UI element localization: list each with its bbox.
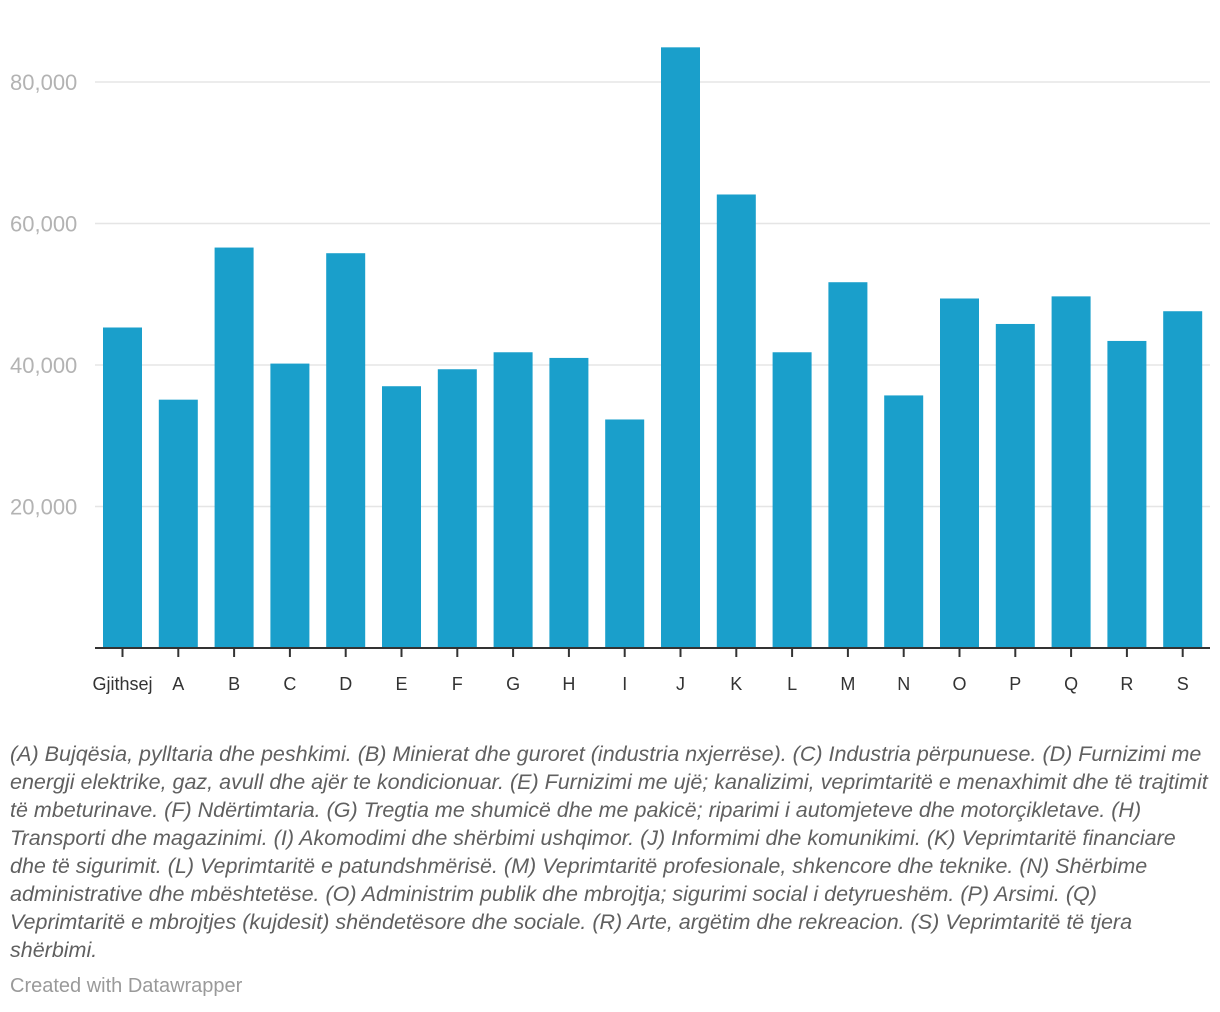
bar-i bbox=[605, 419, 645, 648]
x-tick-label: L bbox=[787, 674, 797, 694]
bar-f bbox=[437, 369, 477, 648]
credit-line: Created with Datawrapper bbox=[10, 975, 243, 997]
bar-c bbox=[270, 363, 310, 648]
x-tick-label: K bbox=[730, 674, 742, 694]
x-tick-label: Q bbox=[1064, 674, 1078, 694]
bar-l bbox=[772, 352, 812, 648]
bars bbox=[103, 47, 1203, 648]
bar-gjithsej bbox=[103, 327, 142, 648]
bar-k bbox=[716, 194, 756, 648]
x-tick-label: O bbox=[952, 674, 966, 694]
bar-s bbox=[1163, 311, 1203, 648]
bar-d bbox=[326, 253, 366, 648]
footnote-category-legend: (A) Bujqësia, pylltaria dhe peshkimi. (B… bbox=[10, 742, 1208, 962]
x-tick-label: J bbox=[676, 674, 685, 694]
x-tick-label: P bbox=[1009, 674, 1021, 694]
x-tick-label: M bbox=[840, 674, 855, 694]
y-tick-label: 60,000 bbox=[10, 212, 77, 237]
bar-g bbox=[493, 352, 533, 648]
x-tick-label: H bbox=[562, 674, 575, 694]
gridlines: 20,000 40,000 60,000 80,000 bbox=[10, 70, 1210, 520]
bar-b bbox=[214, 247, 254, 648]
y-tick-label: 80,000 bbox=[10, 70, 77, 95]
x-tick-label: A bbox=[172, 674, 184, 694]
x-tick-label: C bbox=[283, 674, 296, 694]
x-tick-label: B bbox=[228, 674, 240, 694]
x-tick-label: N bbox=[897, 674, 910, 694]
bar-p bbox=[995, 323, 1035, 648]
x-tick-label: D bbox=[339, 674, 352, 694]
bar-n bbox=[884, 395, 924, 648]
x-tick-label: I bbox=[622, 674, 627, 694]
bar-o bbox=[940, 298, 979, 648]
x-tick-label: F bbox=[452, 674, 463, 694]
x-axis: Gjithsej A B C D E F G H I J K L M N O P Q R S bbox=[92, 647, 1210, 694]
x-tick-label: G bbox=[506, 674, 520, 694]
bar-a bbox=[158, 399, 198, 648]
bar-h bbox=[549, 357, 589, 648]
x-tick-label: S bbox=[1177, 674, 1189, 694]
y-tick-label: 40,000 bbox=[10, 353, 77, 378]
x-tick-label: Gjithsej bbox=[92, 674, 152, 694]
bar-j bbox=[661, 47, 700, 648]
y-tick-label: 20,000 bbox=[10, 495, 77, 520]
x-tick-label: R bbox=[1120, 674, 1133, 694]
x-tick-label: E bbox=[395, 674, 407, 694]
bar-m bbox=[828, 282, 868, 648]
bar-q bbox=[1051, 296, 1091, 648]
bar-e bbox=[382, 386, 421, 648]
bar-r bbox=[1107, 340, 1147, 648]
